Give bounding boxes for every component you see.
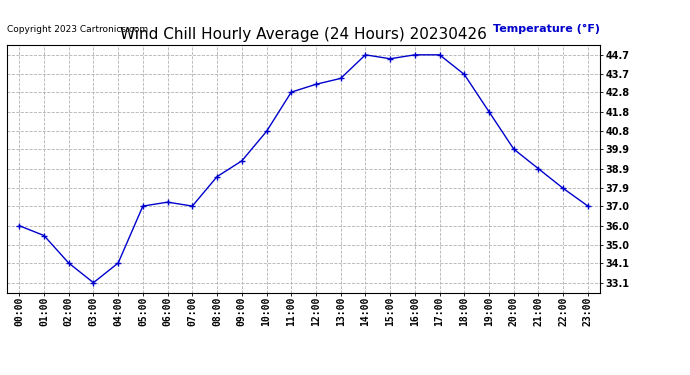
Title: Wind Chill Hourly Average (24 Hours) 20230426: Wind Chill Hourly Average (24 Hours) 202…: [120, 27, 487, 42]
Text: Copyright 2023 Cartronics.com: Copyright 2023 Cartronics.com: [8, 25, 148, 34]
Text: Temperature (°F): Temperature (°F): [493, 24, 600, 34]
